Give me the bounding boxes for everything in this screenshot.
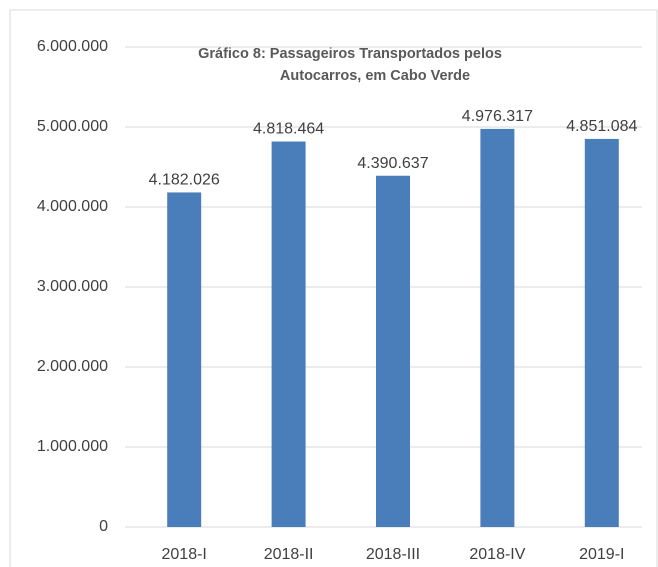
x-tick-label: 2018-I — [162, 546, 207, 563]
y-tick-label: 0 — [99, 518, 108, 535]
x-tick-label: 2018-III — [366, 546, 420, 563]
x-tick-label: 2018-IV — [469, 546, 525, 563]
x-tick-label: 2019-I — [579, 546, 624, 563]
data-label: 4.390.637 — [357, 155, 428, 172]
y-tick-label: 5.000.000 — [37, 118, 108, 135]
data-label: 4.182.026 — [149, 172, 220, 189]
y-tick-label: 6.000.000 — [37, 38, 108, 55]
bar — [584, 138, 619, 528]
data-label: 4.818.464 — [253, 121, 324, 138]
chart-title: Autocarros, em Cabo Verde — [280, 68, 470, 84]
bar — [376, 175, 410, 528]
data-label: 4.851.084 — [566, 118, 637, 135]
x-tick-label: 2018-II — [264, 546, 314, 563]
bar — [480, 128, 515, 527]
chart-frame — [9, 9, 658, 567]
bar — [271, 141, 306, 527]
y-tick-label: 2.000.000 — [37, 358, 108, 375]
y-tick-label: 3.000.000 — [37, 278, 108, 295]
y-tick-label: 4.000.000 — [37, 198, 108, 215]
y-tick-label: 1.000.000 — [37, 438, 108, 455]
chart-title: Gráfico 8: Passageiros Transportados pel… — [198, 46, 502, 62]
bar — [167, 192, 202, 527]
data-label: 4.976.317 — [462, 108, 533, 125]
